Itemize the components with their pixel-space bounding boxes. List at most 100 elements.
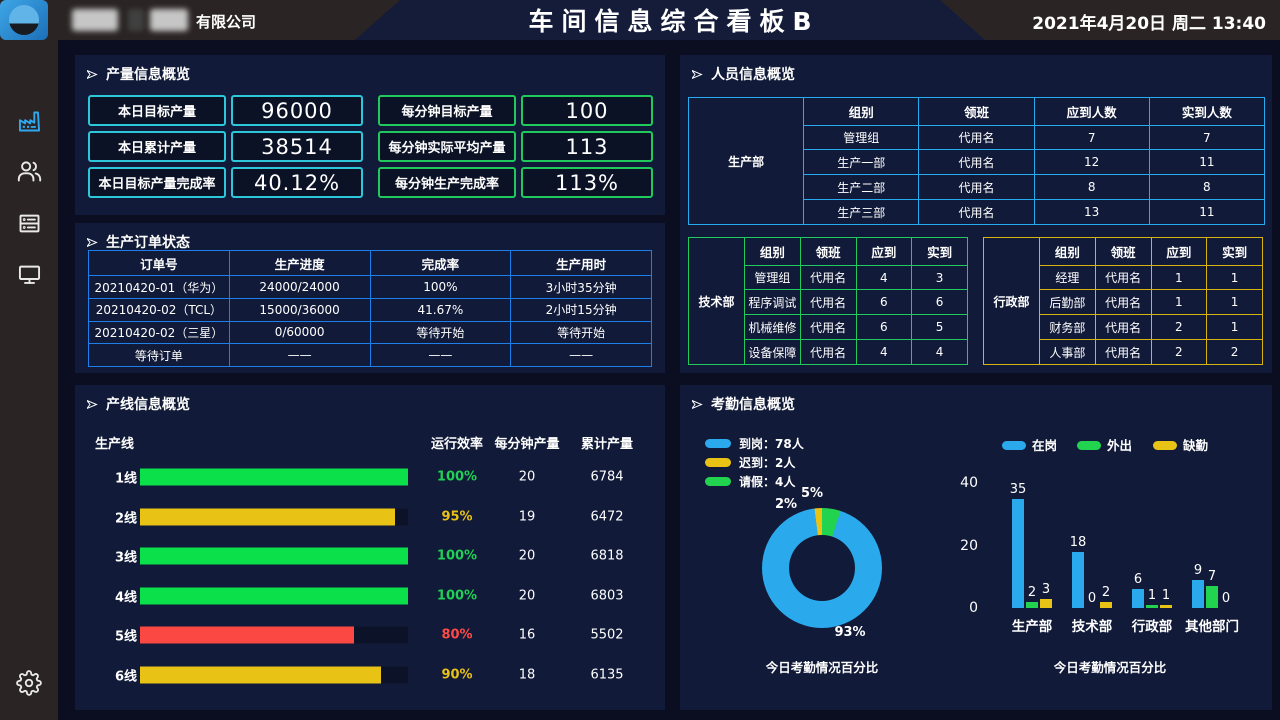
sidebar-item-personnel[interactable] xyxy=(0,154,58,188)
legend-label: 请假：4人 xyxy=(739,475,796,489)
panel-title-text: 生产订单状态 xyxy=(106,235,190,251)
sidebar-item-monitor[interactable] xyxy=(0,257,58,291)
line-row: 1线 100% 20 6784 xyxy=(75,457,665,497)
line-row: 3线 100% 20 6818 xyxy=(75,536,665,576)
table-cell: 41.67% xyxy=(369,297,512,322)
table-cell: 代用名 xyxy=(1094,314,1152,341)
line-efficiency: 100% xyxy=(436,469,478,485)
column-header: 领班 xyxy=(799,237,857,266)
bar xyxy=(1160,604,1172,608)
stat-row: 每分钟实际平均产量 113 xyxy=(378,131,653,162)
table-row: 20210420-01（华为） 24000/24000 100% 3小时35分钟 xyxy=(88,275,652,299)
table-cell: 代用名 xyxy=(799,339,857,365)
table-cell: 0/60000 xyxy=(228,320,371,345)
group-cell: 行政部 xyxy=(983,237,1040,365)
panel-personnel-overview: 人员信息概览 生产部 组别 领班 应到人数 实到人数 管理组 代用名 7 7 生产一部 代用名 12 1… xyxy=(680,55,1272,373)
table-cell: 代用名 xyxy=(918,124,1035,151)
bar-value-label: 0 xyxy=(1087,591,1097,606)
redacted-company-name xyxy=(128,9,144,31)
table-cell: 12 xyxy=(1033,149,1150,176)
table-row: 20210420-02（TCL） 15000/36000 41.67% 2小时15分钟 xyxy=(88,297,652,322)
table-cell: 2 xyxy=(1150,314,1208,341)
table-cell: 7 xyxy=(1148,124,1266,151)
table-cell: 代用名 xyxy=(799,289,857,316)
bar-value-label: 2 xyxy=(1101,584,1111,600)
line-efficiency: 95% xyxy=(441,509,473,524)
legend-swatch xyxy=(705,477,731,486)
panel-title: 人员信息概览 xyxy=(692,64,795,84)
table-cell: 财务部 xyxy=(1039,314,1096,341)
table-cell: 11 xyxy=(1148,199,1266,225)
logo-circle-icon xyxy=(9,5,39,35)
table-cell: 24000/24000 xyxy=(228,275,371,299)
column-header: 领班 xyxy=(918,97,1035,126)
legend-swatch xyxy=(1153,441,1177,450)
table-cell: 管理组 xyxy=(744,264,801,291)
column-header-total: 累计产量 xyxy=(580,437,633,452)
stat-value: 113% xyxy=(521,167,653,198)
stat-row: 每分钟生产完成率 113% xyxy=(378,167,653,198)
table-cell: 11 xyxy=(1148,149,1266,176)
sidebar-item-data[interactable] xyxy=(0,206,58,240)
table-header-row: 生产部 组别 领班 应到人数 实到人数 xyxy=(687,97,1266,225)
line-progress-track xyxy=(140,587,408,604)
stat-row: 本日目标产量 96000 xyxy=(88,95,363,126)
stat-row: 本日累计产量 38514 xyxy=(88,131,363,162)
sidebar-item-production[interactable] xyxy=(0,104,58,138)
panel-title: 产量信息概览 xyxy=(87,64,190,84)
stats-group-daily: 本日目标产量 96000 本日累计产量 38514 本日目标产量完成率 40.12% xyxy=(88,95,363,198)
donut-legend: 到岗：78人 迟到：2人 请假：4人 xyxy=(705,437,804,494)
table-cell: 4 xyxy=(911,339,968,365)
bar xyxy=(1206,586,1218,608)
table-cell: 3 xyxy=(911,264,968,291)
arrow-icon xyxy=(692,69,703,79)
sidebar xyxy=(0,40,58,720)
table-cell: 3小时35分钟 xyxy=(510,275,652,299)
attendance-donut-chart xyxy=(762,508,882,628)
line-row: 4线 100% 20 6803 xyxy=(75,576,665,616)
factory-icon xyxy=(18,111,40,131)
column-header: 订单号 xyxy=(88,249,230,277)
table-cell: 8 xyxy=(1148,174,1266,201)
bar-value-label: 3 xyxy=(1041,581,1051,597)
column-header-efficiency: 运行效率 xyxy=(430,437,483,452)
line-progress-track xyxy=(140,626,408,644)
slice-percent-label: 2% xyxy=(774,497,798,512)
line-row: 2线 95% 19 6472 xyxy=(75,497,665,537)
gear-icon xyxy=(16,670,42,696)
column-header: 实到 xyxy=(911,237,968,266)
table-cell: 1 xyxy=(1150,289,1208,316)
legend-label: 到岗：78人 xyxy=(739,437,804,451)
sidebar-item-settings[interactable] xyxy=(0,666,58,700)
table-cell: 6 xyxy=(855,314,913,341)
table-cell: 4 xyxy=(855,339,913,365)
bar xyxy=(1146,604,1158,608)
line-total: 6818 xyxy=(590,548,624,564)
column-header: 领班 xyxy=(1094,237,1152,266)
line-name: 1线 xyxy=(114,471,137,487)
line-efficiency: 100% xyxy=(436,588,478,603)
panel-attendance-overview: 考勤信息概览 到岗：78人 迟到：2人 请假：4人 93% 2% 5% 今日考勤情况百分… xyxy=(680,385,1272,710)
table-cell: 代用名 xyxy=(918,174,1035,201)
y-axis-tick: 20 xyxy=(960,537,978,554)
bar-value-label: 7 xyxy=(1207,569,1217,585)
bar xyxy=(1026,601,1038,608)
legend-label: 外出 xyxy=(1107,438,1133,453)
line-per-minute: 20 xyxy=(518,469,536,485)
legend-label: 缺勤 xyxy=(1183,438,1209,453)
line-row: 6线 90% 18 6135 xyxy=(75,655,665,695)
legend-swatch xyxy=(1002,441,1026,450)
table-header-row: 订单号 生产进度 完成率 生产用时 xyxy=(88,249,652,277)
stat-label: 每分钟实际平均产量 xyxy=(378,131,516,162)
top-bar: 有限公司 车间信息综合看板B 2021年4月20日 周二 13:40 xyxy=(0,0,1280,40)
panel-title: 产线信息概览 xyxy=(87,394,190,414)
line-progress-track xyxy=(140,547,408,565)
table-cell: 20210420-02（TCL） xyxy=(88,297,230,322)
group-cell: 技术部 xyxy=(688,237,745,365)
group-cell: 生产部 xyxy=(687,97,805,225)
legend-swatch xyxy=(705,458,731,467)
table-cell: —— xyxy=(369,343,512,367)
bar xyxy=(1192,579,1204,608)
legend-label: 在岗 xyxy=(1032,438,1058,453)
